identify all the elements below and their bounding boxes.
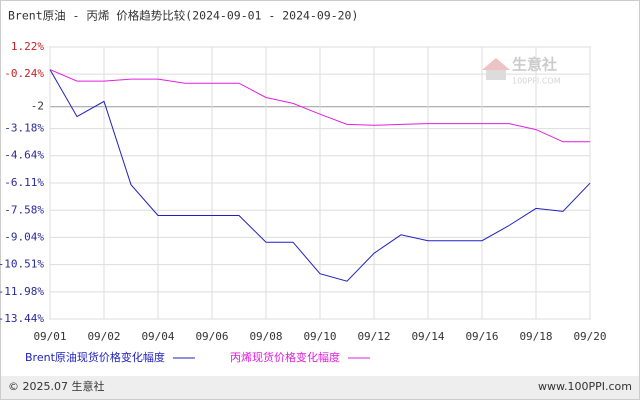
series-line	[49, 69, 591, 282]
footer-site: www.100PPI.com	[538, 380, 632, 393]
chart-title: Brent原油 - 丙烯 价格趋势比较(2024-09-01 - 2024-09…	[8, 9, 358, 23]
y-tick-label: -7.58%	[4, 203, 44, 216]
x-tick-label: 09/02	[87, 330, 120, 343]
x-tick-label: 09/18	[519, 330, 552, 343]
footer-bar	[1, 376, 639, 399]
legend-label: 丙烯现货价格变化幅度	[230, 350, 340, 364]
x-tick-label: 09/14	[411, 330, 444, 343]
x-tick-label: 09/12	[357, 330, 390, 343]
legend-label: Brent原油现货价格变化幅度	[25, 350, 165, 364]
x-tick-label: 09/04	[141, 330, 174, 343]
watermark-name: 生意社	[512, 56, 557, 74]
y-tick-label: -11.98%	[0, 285, 44, 298]
y-tick-label: -13.44%	[0, 312, 44, 325]
y-tick-label: 1.22%	[11, 40, 44, 53]
y-tick-label: -6.11%	[4, 176, 44, 189]
y-tick-label: -9.04%	[4, 230, 44, 243]
x-tick-label: 09/10	[303, 330, 336, 343]
y-tick-label: -2	[31, 100, 44, 113]
y-tick-label: -0.24%	[4, 67, 44, 80]
x-tick-label: 09/08	[249, 330, 282, 343]
x-tick-label: 09/01	[33, 330, 66, 343]
watermark-logo-base	[486, 70, 506, 80]
footer-copyright: © 2025.07 生意社	[8, 379, 104, 393]
x-tick-label: 09/20	[573, 330, 606, 343]
x-tick-label: 09/16	[465, 330, 498, 343]
y-tick-label: -4.64%	[4, 149, 44, 162]
y-tick-label: -10.51%	[0, 258, 44, 271]
x-tick-label: 09/06	[195, 330, 228, 343]
y-tick-label: -3.18%	[4, 122, 44, 135]
watermark-logo	[482, 58, 510, 70]
series-line	[49, 69, 590, 143]
